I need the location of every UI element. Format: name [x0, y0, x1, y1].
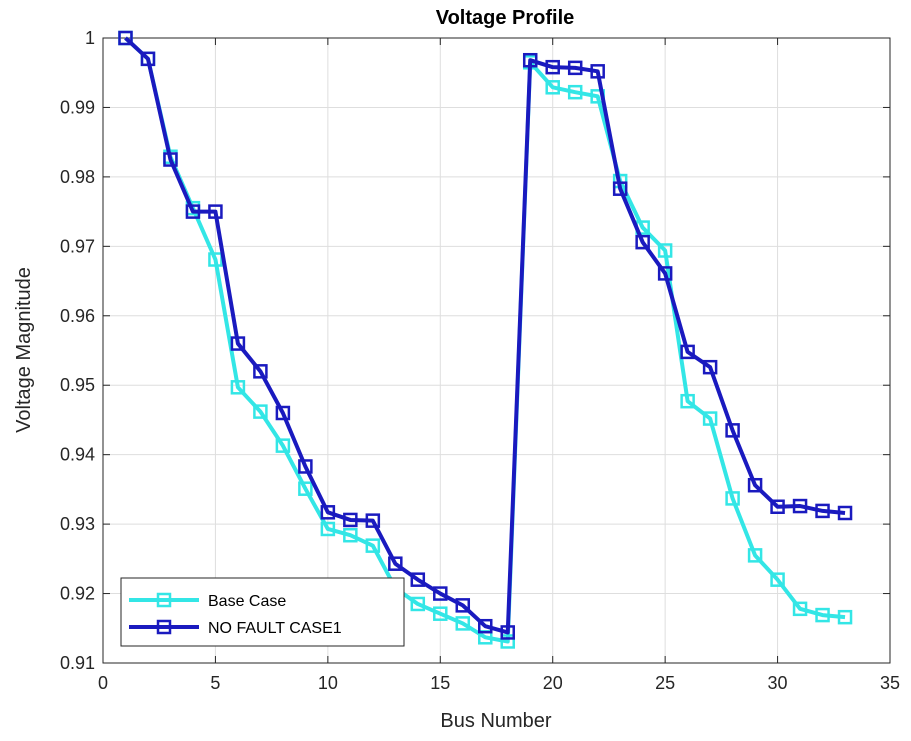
data-point-no-fault-case1 — [725, 423, 740, 438]
y-tick-label: 0.91 — [60, 653, 95, 673]
data-point-base-case — [792, 601, 808, 617]
data-point-base-case — [320, 521, 336, 537]
data-point-base-case — [545, 80, 560, 95]
data-point-base-case — [725, 491, 740, 506]
legend-marker-no-fault-case1 — [156, 619, 172, 635]
x-tick-label: 10 — [318, 673, 338, 693]
y-tick-label: 0.97 — [60, 236, 95, 256]
series-base-case — [118, 30, 853, 649]
data-point-no-fault-case1 — [253, 364, 268, 379]
series-line-no-fault-case1 — [124, 36, 846, 635]
x-tick-label: 5 — [210, 673, 220, 693]
data-point-no-fault-case1 — [343, 512, 358, 528]
legend-label-base-case: Base Case — [208, 593, 286, 610]
data-point-base-case — [702, 411, 718, 426]
data-point-no-fault-case1 — [230, 336, 246, 351]
data-point-no-fault-case1 — [567, 60, 583, 76]
data-point-no-fault-case1 — [545, 59, 560, 75]
data-point-base-case — [657, 243, 673, 258]
data-point-no-fault-case1 — [680, 344, 695, 360]
legend-box — [120, 577, 405, 647]
data-point-no-fault-case1 — [298, 459, 313, 474]
y-axis-label: Voltage Magnitude — [13, 267, 35, 433]
data-point-no-fault-case1 — [747, 477, 763, 493]
x-tick-label: 30 — [768, 673, 788, 693]
series-no-fault-case1 — [118, 30, 853, 640]
y-tick-label: 0.96 — [60, 306, 95, 326]
data-point-no-fault-case1 — [478, 618, 493, 634]
data-point-base-case — [837, 609, 853, 625]
data-point-base-case — [747, 548, 763, 563]
legend-marker-base-case — [156, 592, 172, 608]
data-point-no-fault-case1 — [365, 513, 381, 528]
data-point-no-fault-case1 — [635, 234, 650, 250]
plot-area — [102, 37, 891, 664]
data-point-base-case — [253, 404, 268, 419]
y-tick-label: 0.92 — [60, 584, 95, 604]
x-tick-label: 35 — [880, 673, 900, 693]
data-point-no-fault-case1 — [590, 64, 605, 79]
data-point-base-case — [680, 393, 695, 409]
data-point-no-fault-case1 — [522, 52, 538, 68]
data-point-no-fault-case1 — [388, 556, 403, 571]
data-point-no-fault-case1 — [815, 503, 830, 519]
y-axis-ticks: 0.91 0.92 0.93 0.94 0.95 0.96 0.97 0.98 0.99 1 — [60, 28, 890, 673]
data-point-base-case — [343, 527, 358, 543]
data-point-base-case — [815, 607, 830, 623]
data-point-base-case — [433, 606, 448, 621]
data-point-base-case — [208, 252, 223, 267]
series-layer — [118, 30, 853, 649]
y-tick-label: 0.95 — [60, 375, 95, 395]
data-point-no-fault-case1 — [792, 498, 808, 514]
legend: Base Case NO FAULT CASE1 — [120, 577, 405, 647]
data-point-no-fault-case1 — [770, 499, 785, 514]
data-point-base-case — [770, 572, 785, 587]
data-point-no-fault-case1 — [500, 625, 515, 640]
data-point-no-fault-case1 — [702, 359, 718, 375]
x-axis-ticks: 0 5 10 15 20 25 30 35 — [98, 38, 900, 693]
data-point-no-fault-case1 — [208, 204, 223, 219]
data-point-no-fault-case1 — [410, 572, 426, 587]
x-axis-label: Bus Number — [440, 710, 551, 732]
y-tick-label: 1 — [85, 28, 95, 48]
legend-label-no-fault-case1: NO FAULT CASE1 — [208, 620, 342, 637]
data-point-base-case — [365, 538, 381, 553]
y-tick-label: 0.94 — [60, 445, 95, 465]
data-point-no-fault-case1 — [140, 51, 156, 67]
series-line-base-case — [124, 36, 846, 644]
x-tick-label: 20 — [543, 673, 563, 693]
data-point-no-fault-case1 — [433, 586, 448, 601]
data-point-base-case — [230, 380, 246, 395]
data-point-base-case — [298, 481, 313, 496]
data-point-base-case — [455, 616, 471, 631]
y-tick-label: 0.93 — [60, 514, 95, 534]
data-point-no-fault-case1 — [612, 181, 628, 196]
data-point-base-case — [500, 634, 515, 649]
data-point-no-fault-case1 — [118, 30, 133, 46]
x-tick-label: 25 — [655, 673, 675, 693]
data-point-base-case — [410, 596, 426, 612]
x-tick-label: 0 — [98, 673, 108, 693]
data-point-no-fault-case1 — [185, 204, 201, 219]
x-tick-label: 15 — [430, 673, 450, 693]
data-point-no-fault-case1 — [163, 152, 178, 167]
data-point-no-fault-case1 — [320, 505, 336, 520]
y-tick-label: 0.98 — [60, 167, 95, 187]
y-tick-label: 0.99 — [60, 97, 95, 117]
chart-title: Voltage Profile — [436, 7, 575, 29]
data-point-base-case — [567, 84, 583, 100]
data-point-no-fault-case1 — [455, 598, 471, 613]
data-point-no-fault-case1 — [837, 505, 853, 521]
data-point-no-fault-case1 — [657, 266, 673, 281]
data-point-base-case — [275, 438, 291, 453]
data-point-no-fault-case1 — [275, 405, 291, 421]
